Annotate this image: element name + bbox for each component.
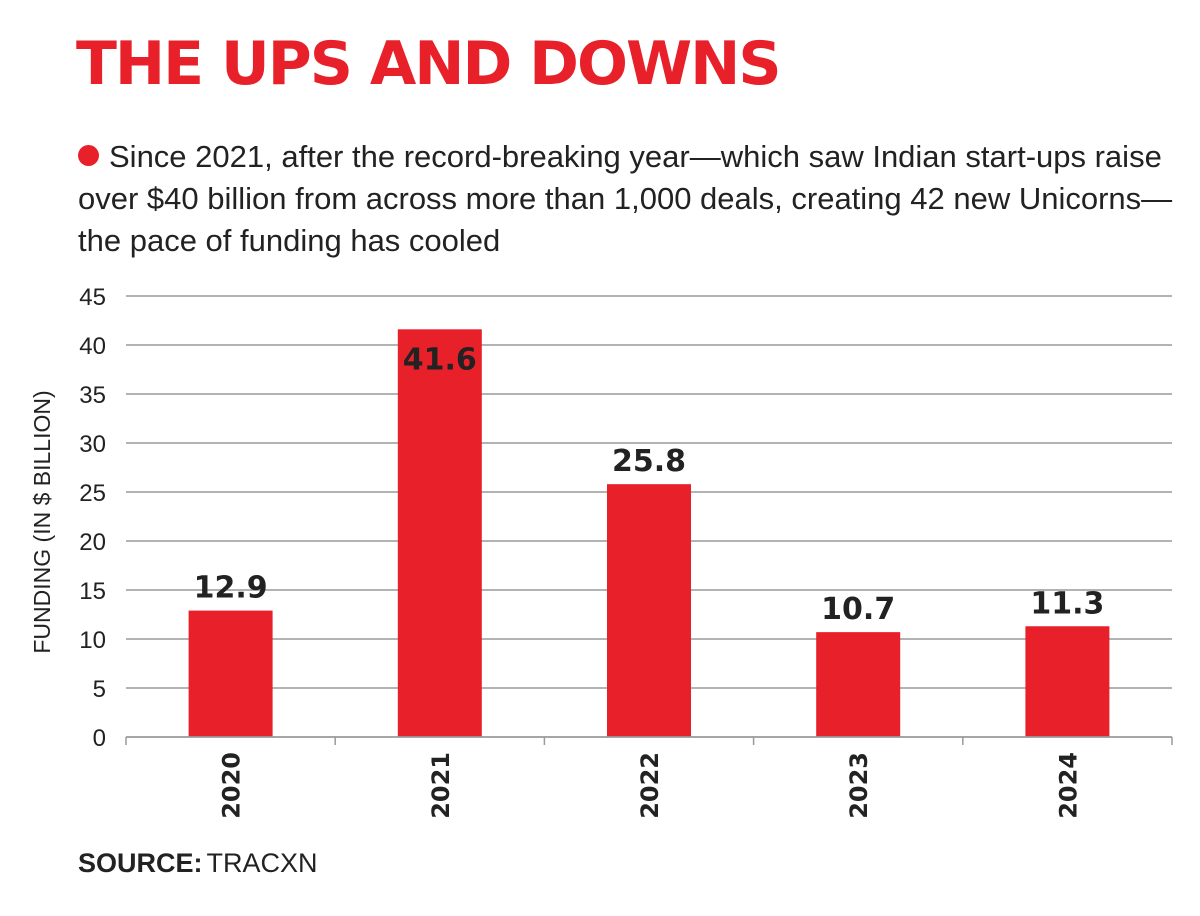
x-tick-label-2020: 2020 <box>218 752 246 819</box>
x-tick-label-2022: 2022 <box>636 752 664 819</box>
chart-subtitle-text: Since 2021, after the record-breaking ye… <box>78 139 1173 258</box>
bar-2022 <box>607 484 691 737</box>
bar-2023 <box>816 632 901 737</box>
data-label-2022: 25.8 <box>612 444 686 479</box>
bullet-dot-icon <box>78 145 99 166</box>
chart-title: THE UPS AND DOWNS <box>76 29 782 99</box>
y-tick-label: 25 <box>79 480 106 507</box>
bar-2024 <box>1025 626 1110 737</box>
data-label-2023: 10.7 <box>821 592 895 627</box>
y-tick-label: 40 <box>79 333 106 360</box>
data-label-2024: 11.3 <box>1030 586 1104 621</box>
data-label-2021: 41.6 <box>403 342 477 377</box>
data-label-2020: 12.9 <box>194 571 268 606</box>
x-tick-label-2024: 2024 <box>1054 752 1082 819</box>
y-tick-label: 20 <box>79 529 106 556</box>
x-tick-label-2023: 2023 <box>845 752 873 819</box>
y-tick-label: 5 <box>93 676 106 703</box>
x-axis <box>125 736 1173 745</box>
x-axis-ticks: 2020 2021 2022 2023 2024 <box>218 752 1083 819</box>
bar-2021 <box>397 329 482 737</box>
y-tick-label: 15 <box>79 578 106 605</box>
y-axis-label: FUNDING (IN $ BILLION) <box>29 390 55 653</box>
y-tick-label: 45 <box>79 284 106 311</box>
source-value: TRACXN <box>206 848 318 878</box>
data-labels: 12.9 41.6 25.8 10.7 11.3 <box>194 342 1105 627</box>
chart-subtitle: Since 2021, after the record-breaking ye… <box>78 136 1178 262</box>
x-tick-label-2021: 2021 <box>427 752 455 819</box>
bars <box>188 329 1110 737</box>
source-label: SOURCE: <box>78 848 203 878</box>
y-tick-label: 30 <box>79 431 106 458</box>
y-axis-ticks: 0 5 10 15 20 25 30 35 40 45 <box>79 284 106 752</box>
y-tick-label: 10 <box>79 627 106 654</box>
bar-2020 <box>188 610 273 737</box>
source-note: SOURCE: TRACXN <box>78 848 318 879</box>
y-tick-label: 0 <box>93 725 106 752</box>
y-tick-label: 35 <box>79 382 106 409</box>
